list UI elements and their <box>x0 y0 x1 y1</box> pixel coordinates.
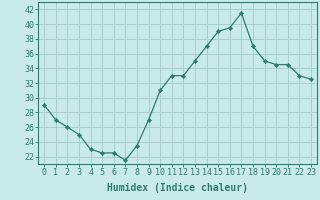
X-axis label: Humidex (Indice chaleur): Humidex (Indice chaleur) <box>107 183 248 193</box>
